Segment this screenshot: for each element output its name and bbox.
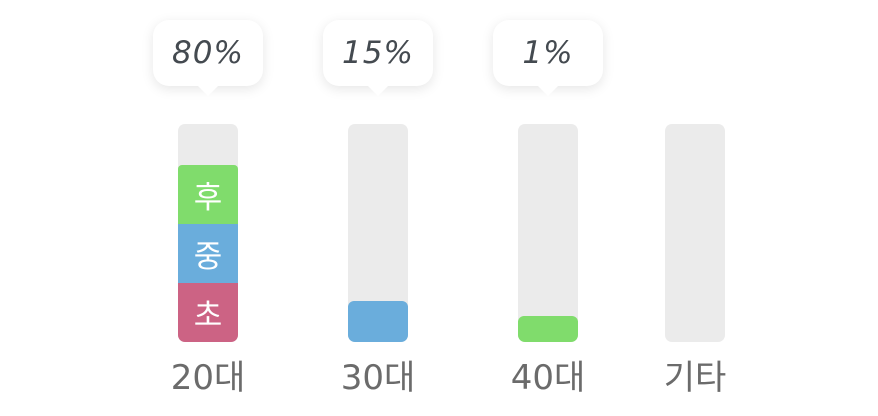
callout-value-label: 1% xyxy=(522,35,574,71)
bar-segment xyxy=(518,316,578,342)
callout-value-label: 80% xyxy=(172,35,244,71)
segment-label: 중 xyxy=(193,239,223,275)
bar-track xyxy=(665,124,725,342)
bar-segment: 후 xyxy=(178,165,238,224)
bar-segment: 중 xyxy=(178,224,238,283)
segment-label: 후 xyxy=(193,180,223,216)
bar-track xyxy=(348,124,408,342)
segment-label: 초 xyxy=(193,298,223,334)
bar-segment: 초 xyxy=(178,283,238,342)
category-label: 40대 xyxy=(510,358,586,398)
value-callout: 15% xyxy=(323,20,433,96)
callout-value-label: 15% xyxy=(342,35,414,71)
category-label: 20대 xyxy=(170,358,246,398)
bar-segment xyxy=(348,301,408,342)
value-callout: 80% xyxy=(153,20,263,96)
category-label: 기타 xyxy=(663,358,727,398)
category-label: 30대 xyxy=(340,358,416,398)
bar-track xyxy=(518,124,578,342)
value-callout: 1% xyxy=(493,20,603,96)
